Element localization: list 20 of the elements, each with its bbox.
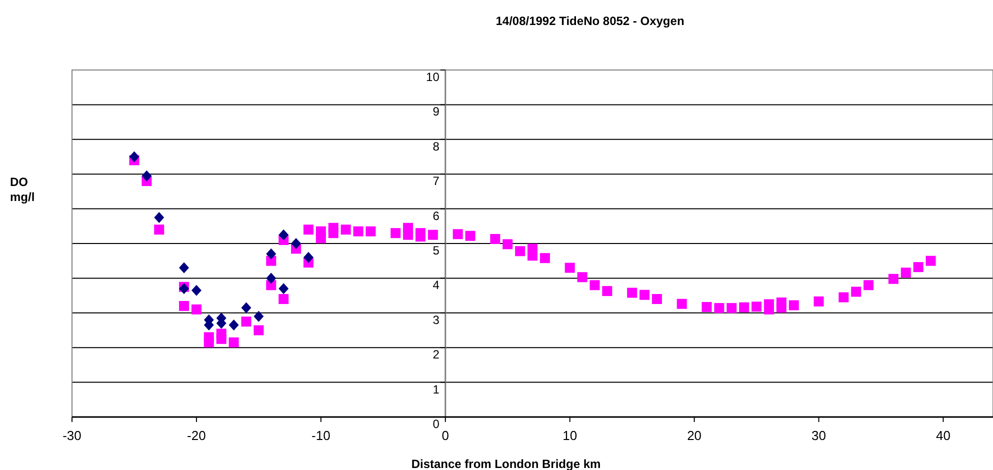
y-tick-label: 9 — [432, 104, 440, 119]
chart-title: 14/08/1992 TideNo 8052 - Oxygen — [496, 14, 684, 28]
y-tick-label: 4 — [432, 278, 440, 292]
x-tick-label: 10 — [562, 428, 578, 443]
y-tick-label: 8 — [432, 139, 440, 154]
y-tick-label: 2 — [432, 348, 440, 362]
y-tick-label: 3 — [432, 312, 440, 327]
y-tick-label: 10 — [426, 70, 440, 84]
x-tick-label: 20 — [687, 428, 702, 443]
x-tick-label: -20 — [187, 428, 206, 443]
y-axis-title: DO mg/l — [10, 175, 35, 204]
y-tick-label: 5 — [432, 244, 440, 258]
y-tick-label: 6 — [432, 208, 440, 223]
x-tick-label: -30 — [62, 428, 82, 443]
x-tick-label: 30 — [812, 428, 826, 443]
y-tick-label: 7 — [432, 174, 440, 188]
x-tick-label: 40 — [936, 428, 950, 443]
y-tick-label: 0 — [432, 417, 440, 431]
x-tick-label: -10 — [312, 428, 330, 443]
y-tick-label: 1 — [432, 382, 440, 396]
